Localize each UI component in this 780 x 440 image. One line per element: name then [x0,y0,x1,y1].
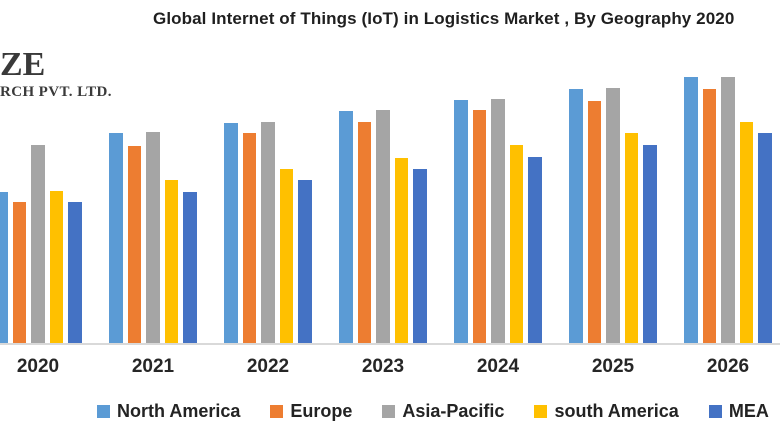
x-axis-label-2026: 2026 [706,356,750,377]
bar-europe-2025 [587,101,602,343]
legend-item-mea: MEA [708,401,769,422]
legend-swatch-mea [708,405,722,418]
bar-mea-2023 [413,169,427,343]
bar-north-america-2025 [569,89,583,343]
bar-europe-2024 [472,110,487,343]
x-axis-label-2025: 2025 [591,356,635,377]
x-axis-label-2021: 2021 [131,356,175,377]
legend-item-south-america: south America [534,401,679,422]
legend-label-mea: MEA [728,401,769,421]
bar-asia-pacific-2025 [606,88,620,343]
legend-item-north-america: North America [97,401,240,422]
bar-south-america-2020 [49,191,64,343]
bar-south-america-2023 [394,158,409,343]
legend-swatch-south-america [534,405,548,418]
legend-label-asia-pacific: Asia-Pacific [402,401,505,421]
chart-title: Global Internet of Things (IoT) in Logis… [153,9,735,28]
bar-mea-2025 [643,145,657,343]
legend-label-south-america: south America [554,401,679,421]
bar-south-america-2025 [624,133,639,343]
bar-asia-pacific-2020 [31,145,45,343]
x-axis-label-2022: 2022 [246,356,290,377]
legend-swatch-asia-pacific [382,405,396,418]
legend-label-north-america: North America [117,401,241,421]
bar-north-america-2022 [224,123,238,343]
x-axis-label-2024: 2024 [476,356,520,377]
x-axis-label-2020: 2020 [16,356,60,377]
bar-asia-pacific-2023 [376,110,390,343]
bar-asia-pacific-2026 [721,77,735,343]
legend-swatch-europe [270,405,284,418]
bar-europe-2021 [127,146,142,343]
bar-mea-2026 [758,133,772,343]
bar-europe-2026 [702,89,717,343]
legend-item-europe: Europe [270,401,352,422]
company-logo: ZE RCH PVT. LTD. [0,48,112,100]
legend-item-asia-pacific: Asia-Pacific [382,401,504,422]
bar-south-america-2022 [279,169,294,343]
bar-south-america-2021 [164,180,179,343]
bar-north-america-2026 [684,77,698,343]
bar-north-america-2024 [454,100,468,343]
bar-north-america-2020 [0,192,8,343]
bar-asia-pacific-2021 [146,132,160,343]
bar-asia-pacific-2024 [491,99,505,343]
x-axis-label-2023: 2023 [361,356,405,377]
bar-asia-pacific-2022 [261,122,275,343]
bar-south-america-2026 [739,122,754,343]
legend-label-europe: Europe [290,401,353,421]
bar-mea-2021 [183,192,197,343]
legend: North America Europe Asia-Pacific south Ame… [97,401,769,422]
bar-mea-2024 [528,157,542,343]
bar-north-america-2023 [339,111,353,343]
bar-north-america-2021 [109,133,123,343]
logo-text-top: ZE [0,46,46,83]
legend-swatch-north-america [97,405,110,418]
bar-europe-2020 [12,202,27,343]
x-axis-line [0,343,780,345]
bar-south-america-2024 [509,145,524,343]
bar-europe-2022 [242,133,257,343]
logo-text-bottom: RCH PVT. LTD. [0,84,112,100]
bar-mea-2020 [68,202,82,343]
bar-mea-2022 [298,180,312,343]
bar-europe-2023 [357,122,372,343]
